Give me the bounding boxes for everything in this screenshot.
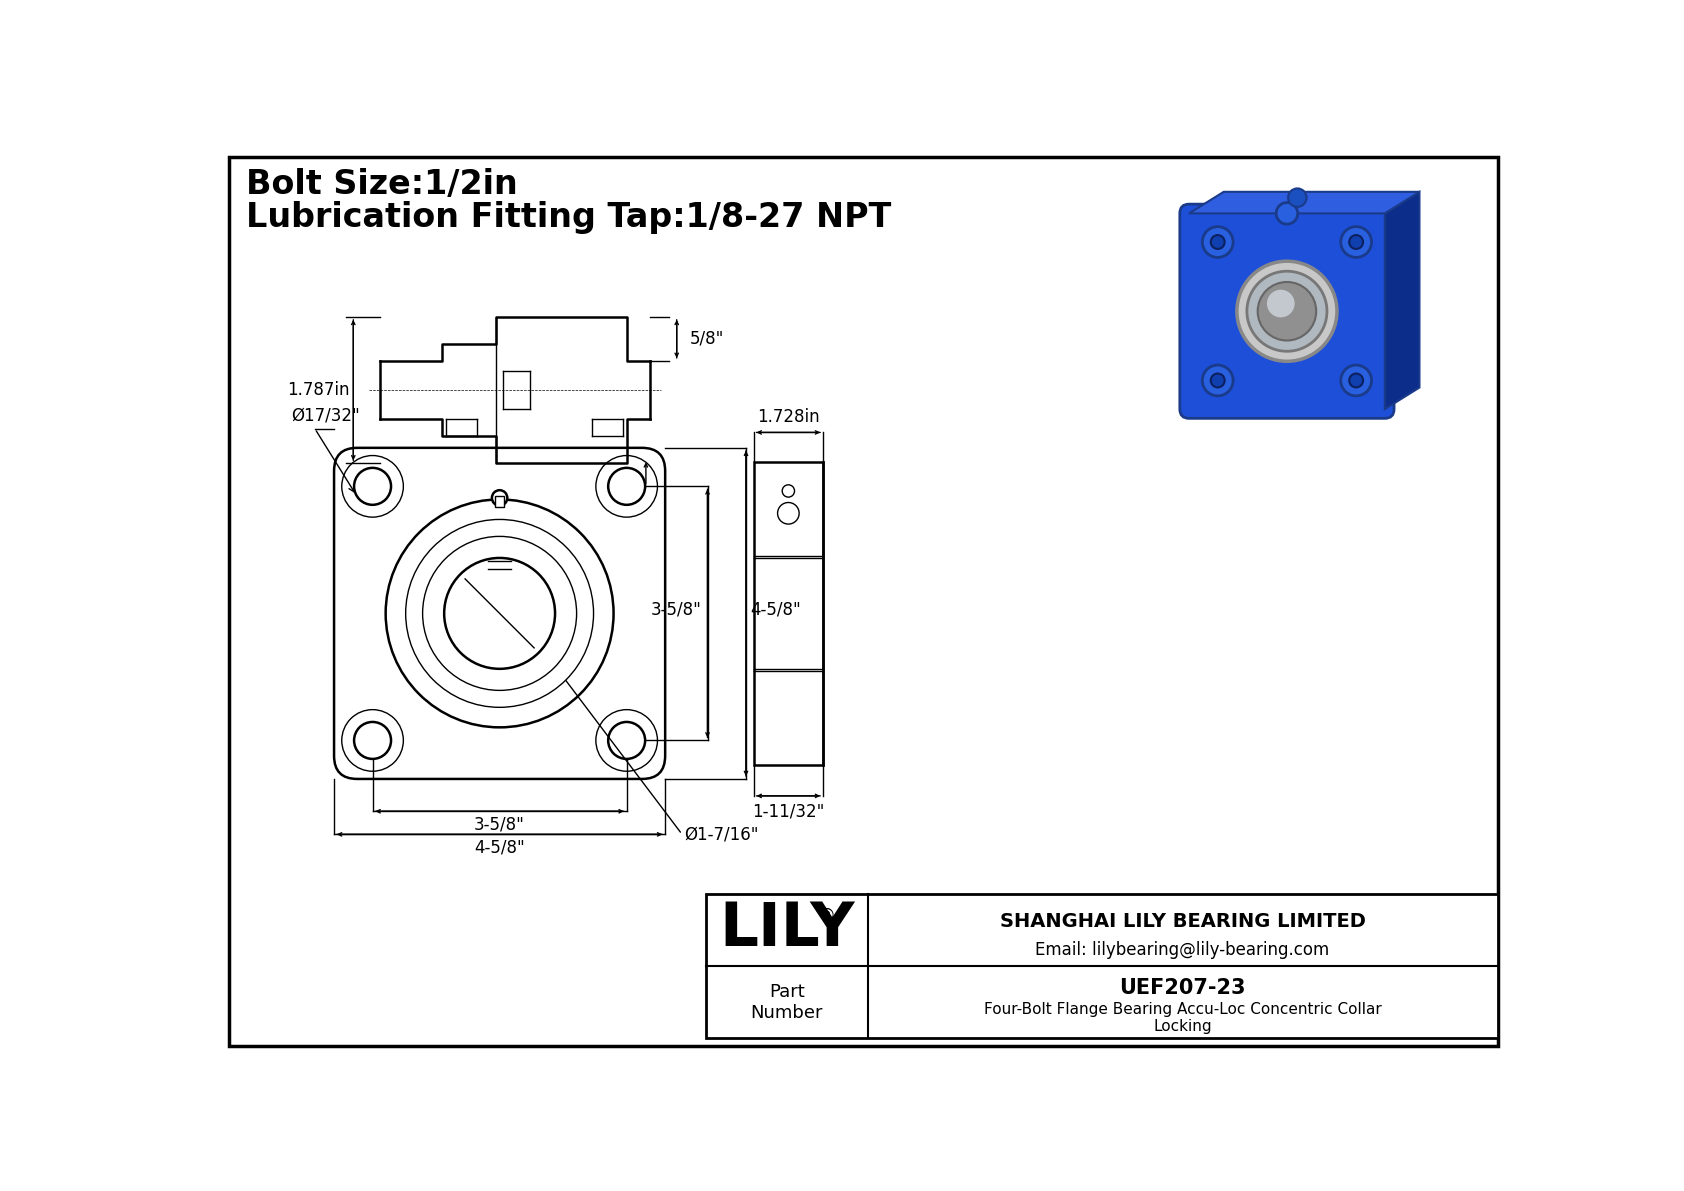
Circle shape xyxy=(1276,202,1298,224)
Circle shape xyxy=(492,491,507,506)
Text: Four-Bolt Flange Bearing Accu-Loc Concentric Collar
Locking: Four-Bolt Flange Bearing Accu-Loc Concen… xyxy=(983,1002,1381,1034)
Circle shape xyxy=(1340,226,1371,257)
Circle shape xyxy=(1288,188,1307,207)
Text: LILY: LILY xyxy=(719,900,854,960)
FancyBboxPatch shape xyxy=(333,448,665,779)
Circle shape xyxy=(386,499,613,728)
Text: 1.787in: 1.787in xyxy=(286,381,350,399)
Circle shape xyxy=(1246,272,1327,351)
Text: Bolt Size:1/2in: Bolt Size:1/2in xyxy=(246,168,517,201)
Circle shape xyxy=(342,455,404,517)
Circle shape xyxy=(1202,226,1233,257)
Text: 3-5/8": 3-5/8" xyxy=(475,816,525,834)
Circle shape xyxy=(1349,374,1362,387)
Bar xyxy=(495,497,504,507)
Text: SHANGHAI LILY BEARING LIMITED: SHANGHAI LILY BEARING LIMITED xyxy=(1000,911,1366,930)
Text: 4-5/8": 4-5/8" xyxy=(475,838,525,858)
Text: Ø17/32": Ø17/32" xyxy=(291,407,360,425)
Circle shape xyxy=(342,710,404,772)
Circle shape xyxy=(781,485,795,497)
Text: ®: ® xyxy=(818,908,835,925)
Circle shape xyxy=(1266,289,1295,318)
Circle shape xyxy=(1211,374,1224,387)
Circle shape xyxy=(1211,235,1224,249)
Text: UEF207-23: UEF207-23 xyxy=(1120,978,1246,998)
Circle shape xyxy=(354,722,391,759)
Circle shape xyxy=(1349,235,1362,249)
Bar xyxy=(1054,175,1477,460)
Text: Part
Number: Part Number xyxy=(751,983,823,1022)
Circle shape xyxy=(596,710,657,772)
Circle shape xyxy=(1236,261,1337,361)
Circle shape xyxy=(1258,282,1317,341)
Text: 1.728in: 1.728in xyxy=(758,409,820,426)
Text: 5/8": 5/8" xyxy=(690,330,724,348)
Circle shape xyxy=(354,468,391,505)
Circle shape xyxy=(608,468,645,505)
Circle shape xyxy=(778,503,800,524)
Circle shape xyxy=(423,536,576,691)
Polygon shape xyxy=(1384,192,1420,410)
Text: 4-5/8": 4-5/8" xyxy=(751,600,802,618)
Circle shape xyxy=(1202,366,1233,395)
Text: Email: lilybearing@lily-bearing.com: Email: lilybearing@lily-bearing.com xyxy=(1036,941,1330,959)
Text: 3-5/8": 3-5/8" xyxy=(650,600,701,618)
Circle shape xyxy=(608,722,645,759)
Circle shape xyxy=(445,557,556,669)
Text: 1-11/32": 1-11/32" xyxy=(753,802,825,821)
Bar xyxy=(706,893,1497,1039)
Circle shape xyxy=(406,519,593,707)
Text: Ø1-7/16": Ø1-7/16" xyxy=(684,825,759,843)
Circle shape xyxy=(1340,366,1371,395)
FancyBboxPatch shape xyxy=(1180,204,1394,418)
Polygon shape xyxy=(1189,192,1420,213)
Circle shape xyxy=(596,455,657,517)
Text: Lubrication Fitting Tap:1/8-27 NPT: Lubrication Fitting Tap:1/8-27 NPT xyxy=(246,201,891,235)
Bar xyxy=(754,462,823,765)
